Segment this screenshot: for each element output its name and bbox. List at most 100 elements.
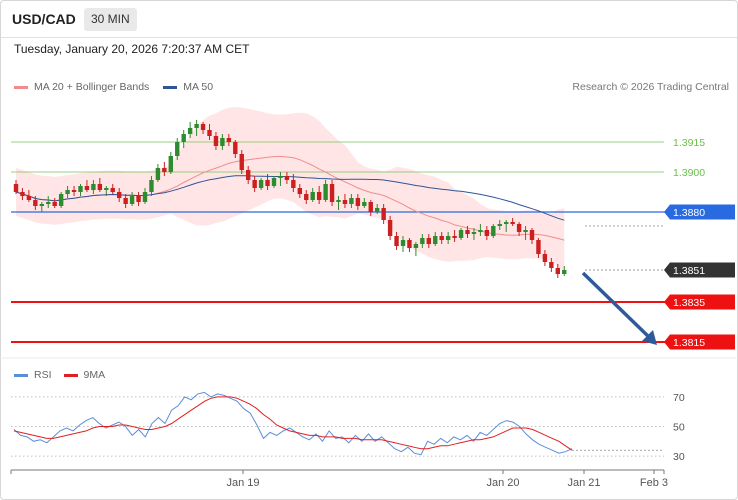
candle xyxy=(381,204,386,224)
level-text: 1.3835 xyxy=(673,297,705,309)
candle xyxy=(484,226,490,240)
candle xyxy=(297,184,302,198)
candle xyxy=(278,172,283,186)
rsi-line xyxy=(13,391,573,456)
main-legend: MA 20 + Bollinger Bands MA 50 xyxy=(14,81,213,93)
ma20-legend-label: MA 20 + Bollinger Bands xyxy=(34,81,150,93)
ma50-line xyxy=(15,175,565,221)
candle xyxy=(91,180,96,194)
candle xyxy=(329,180,335,206)
candle xyxy=(33,196,38,210)
x-tick-label: Jan 21 xyxy=(567,477,600,489)
candle xyxy=(233,140,238,158)
rsi-ma-line xyxy=(13,396,573,451)
candle xyxy=(291,174,296,192)
candle xyxy=(271,176,277,188)
timeframe-button[interactable]: 30 MIN xyxy=(84,8,137,31)
candle xyxy=(104,186,109,196)
candle xyxy=(452,230,457,242)
candle xyxy=(58,192,64,208)
level-text: 1.3900 xyxy=(673,167,705,179)
candle xyxy=(445,232,451,244)
candle xyxy=(187,122,193,138)
candle xyxy=(426,234,431,248)
candle xyxy=(71,186,77,196)
candle xyxy=(84,180,90,192)
candle xyxy=(117,188,122,202)
candle xyxy=(465,226,470,238)
timestamp: Tuesday, January 20, 2026 7:20:37 AM CET xyxy=(14,42,250,56)
candle xyxy=(97,178,103,192)
candle xyxy=(504,220,509,232)
rsi-ma-swatch xyxy=(63,373,78,377)
candle xyxy=(394,232,399,250)
candle xyxy=(400,236,406,252)
level-label-1.3880: 1.3880 xyxy=(664,204,735,220)
candle xyxy=(213,132,219,150)
candle xyxy=(78,184,83,196)
candle xyxy=(123,194,128,208)
candle xyxy=(433,232,438,246)
candle xyxy=(194,120,199,136)
candle xyxy=(549,258,554,272)
candle xyxy=(316,186,322,204)
projection-arrow xyxy=(581,271,653,341)
x-tick-label: Jan 20 xyxy=(486,477,519,489)
credit-text: Research © 2026 Trading Central xyxy=(572,81,729,93)
candle xyxy=(439,232,444,244)
candle xyxy=(323,180,328,202)
candle xyxy=(239,150,244,174)
candle xyxy=(258,178,264,190)
candle xyxy=(26,190,32,202)
candle xyxy=(13,180,19,194)
candle xyxy=(510,218,515,226)
candle xyxy=(413,242,419,256)
rsi-legend-label: RSI xyxy=(34,369,52,381)
candle xyxy=(162,162,167,176)
candle xyxy=(220,134,225,150)
candle xyxy=(555,264,560,278)
candle xyxy=(342,194,348,208)
candle xyxy=(252,176,257,192)
candle xyxy=(349,194,354,208)
candle xyxy=(284,172,290,184)
level-label-1.3815: 1.3815 xyxy=(664,334,735,350)
candle xyxy=(52,198,57,208)
x-tick-label: Feb 3 xyxy=(640,477,668,489)
candle xyxy=(387,216,393,240)
level-text: 1.3815 xyxy=(673,337,705,349)
candle xyxy=(355,194,361,210)
candle xyxy=(523,226,528,240)
candle xyxy=(155,164,161,182)
candle xyxy=(175,138,180,160)
level-label-1.3900: 1.3900 xyxy=(673,167,705,179)
level-label-1.3915: 1.3915 xyxy=(673,137,705,149)
candle xyxy=(20,188,25,200)
candle xyxy=(129,192,135,206)
candle xyxy=(46,196,51,208)
candle xyxy=(529,228,535,244)
candle xyxy=(181,130,186,148)
candle xyxy=(458,228,464,240)
rsi-ma-legend-label: 9MA xyxy=(83,369,106,381)
level-label-1.3835: 1.3835 xyxy=(664,294,735,310)
candle xyxy=(110,184,115,194)
candle xyxy=(226,134,232,146)
candle xyxy=(471,228,477,240)
chart-header: USD/CAD 30 MIN xyxy=(1,1,737,38)
rsi-tick-label: 50 xyxy=(673,422,685,434)
symbol-label: USD/CAD xyxy=(12,11,76,27)
ma50-swatch xyxy=(163,85,178,89)
candle xyxy=(497,220,502,230)
level-text: 1.3851 xyxy=(673,265,705,277)
rsi-tick-label: 30 xyxy=(673,451,685,463)
candle xyxy=(478,224,483,236)
rsi-legend: RSI 9MA xyxy=(14,369,105,381)
candle xyxy=(368,200,373,216)
candle xyxy=(168,152,173,174)
level-text: 1.3880 xyxy=(673,207,705,219)
candle xyxy=(246,166,251,184)
candle xyxy=(491,224,496,238)
